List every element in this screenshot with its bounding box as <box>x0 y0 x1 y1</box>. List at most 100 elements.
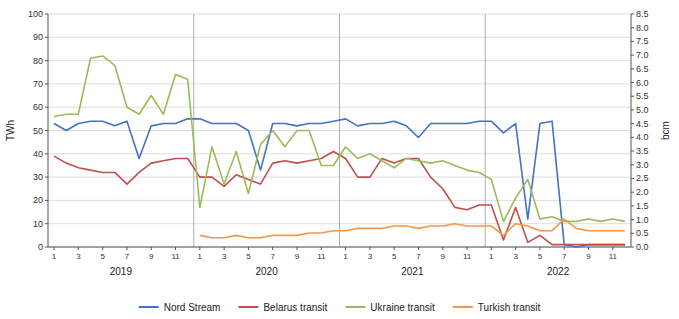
x-tick-label: 7 <box>416 252 421 261</box>
legend-label: Nord Stream <box>164 302 221 313</box>
y2-tick <box>631 68 634 69</box>
x-tick-label: 3 <box>222 252 227 261</box>
x-tick-label: 7 <box>562 252 567 261</box>
x-tick <box>442 247 443 250</box>
y2-tick <box>631 41 634 42</box>
y-tick <box>45 153 48 154</box>
y-tick-label: 60 <box>33 102 43 112</box>
x-tick <box>151 247 152 250</box>
y2-tick <box>631 164 634 165</box>
y-tick <box>45 247 48 248</box>
x-tick <box>467 247 468 250</box>
y-tick-label: 80 <box>33 56 43 66</box>
x-tick-label: 1 <box>343 252 348 261</box>
y2-tick <box>631 55 634 56</box>
y2-tick <box>631 137 634 138</box>
y2-tick <box>631 96 634 97</box>
y-tick <box>45 200 48 201</box>
x-tick <box>102 247 103 250</box>
y2-tick-label: 5.5 <box>636 91 649 101</box>
year-label: 2019 <box>110 266 133 277</box>
legend-item: Turkish transit <box>453 302 541 313</box>
y-tick-label: 50 <box>33 126 43 136</box>
x-tick <box>78 247 79 250</box>
y-tick-label: 40 <box>33 149 43 159</box>
y2-tick-label: 0.5 <box>636 228 649 238</box>
y-tick <box>45 83 48 84</box>
x-tick <box>248 247 249 250</box>
x-tick-label: 5 <box>246 252 251 261</box>
x-tick-label: 7 <box>270 252 275 261</box>
x-tick-label: 5 <box>538 252 543 261</box>
year-label: 2020 <box>256 266 279 277</box>
y2-tick-label: 3.5 <box>636 146 649 156</box>
y2-tick-label: 6.0 <box>636 78 649 88</box>
y-tick-label: 0 <box>38 242 43 252</box>
y-tick <box>45 14 48 15</box>
y2-tick-label: 7.0 <box>636 50 649 60</box>
y2-axis <box>631 14 632 247</box>
legend-label: Turkish transit <box>478 302 541 313</box>
y-tick-label: 20 <box>33 195 43 205</box>
y-tick <box>45 37 48 38</box>
y2-tick <box>631 123 634 124</box>
y-axis-title: TWh <box>5 120 16 141</box>
legend-item: Ukraine transit <box>345 302 435 313</box>
y2-tick <box>631 219 634 220</box>
y2-tick <box>631 205 634 206</box>
x-tick <box>224 247 225 250</box>
y2-tick-label: 4.0 <box>636 132 649 142</box>
legend-swatch <box>453 306 473 308</box>
y2-tick <box>631 109 634 110</box>
y2-tick <box>631 247 634 248</box>
legend-swatch <box>345 306 365 308</box>
y2-tick <box>631 192 634 193</box>
x-tick <box>321 247 322 250</box>
y2-tick-label: 8.0 <box>636 23 649 33</box>
y-tick <box>45 60 48 61</box>
x-tick <box>491 247 492 250</box>
legend-label: Belarus transit <box>263 302 327 313</box>
y-tick <box>45 177 48 178</box>
year-separator <box>485 14 486 247</box>
x-tick-label: 1 <box>198 252 203 261</box>
y-tick-label: 90 <box>33 32 43 42</box>
y2-tick-label: 2.5 <box>636 173 649 183</box>
y2-tick-label: 1.5 <box>636 201 649 211</box>
y-tick <box>45 223 48 224</box>
y-tick <box>45 130 48 131</box>
x-tick-label: 9 <box>149 252 154 261</box>
x-tick <box>612 247 613 250</box>
x-tick <box>564 247 565 250</box>
legend: Nord Stream Belarus transit Ukraine transi… <box>139 302 541 313</box>
y2-tick-label: 3.0 <box>636 160 649 170</box>
year-separator <box>339 14 340 247</box>
y2-axis-title: bcm <box>660 121 671 140</box>
y2-tick-label: 2.0 <box>636 187 649 197</box>
x-tick <box>515 247 516 250</box>
year-label: 2022 <box>547 266 570 277</box>
x-tick <box>126 247 127 250</box>
grid-line <box>48 247 631 248</box>
x-tick-label: 11 <box>171 252 180 261</box>
y2-tick <box>631 14 634 15</box>
x-tick <box>418 247 419 250</box>
y-tick-label: 30 <box>33 172 43 182</box>
x-tick-label: 9 <box>295 252 300 261</box>
x-axis <box>48 247 631 248</box>
x-tick-label: 3 <box>368 252 373 261</box>
x-tick-label: 7 <box>125 252 130 261</box>
y2-tick-label: 1.0 <box>636 215 649 225</box>
y-tick <box>45 107 48 108</box>
x-tick <box>369 247 370 250</box>
x-tick-label: 1 <box>489 252 494 261</box>
y2-tick <box>631 151 634 152</box>
legend-swatch <box>139 306 159 308</box>
x-tick-label: 11 <box>317 252 326 261</box>
x-tick-label: 9 <box>586 252 591 261</box>
x-tick-label: 5 <box>100 252 105 261</box>
legend-swatch <box>238 306 258 308</box>
year-separator <box>193 14 194 247</box>
y2-tick-label: 4.5 <box>636 119 649 129</box>
x-tick-label: 11 <box>463 252 472 261</box>
